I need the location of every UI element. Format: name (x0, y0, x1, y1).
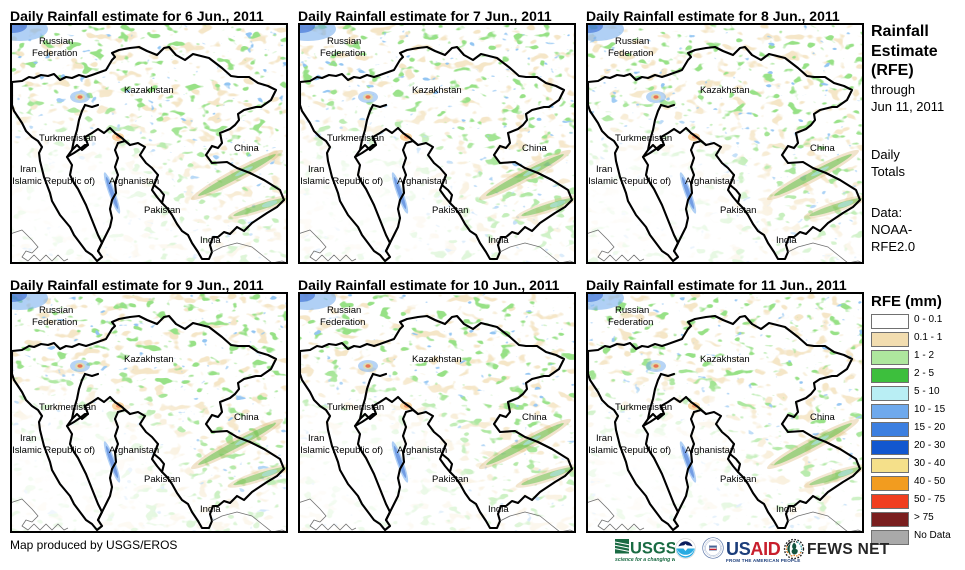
svg-text:science for a changing world: science for a changing world (615, 557, 675, 563)
svg-text:USGS: USGS (630, 540, 675, 558)
